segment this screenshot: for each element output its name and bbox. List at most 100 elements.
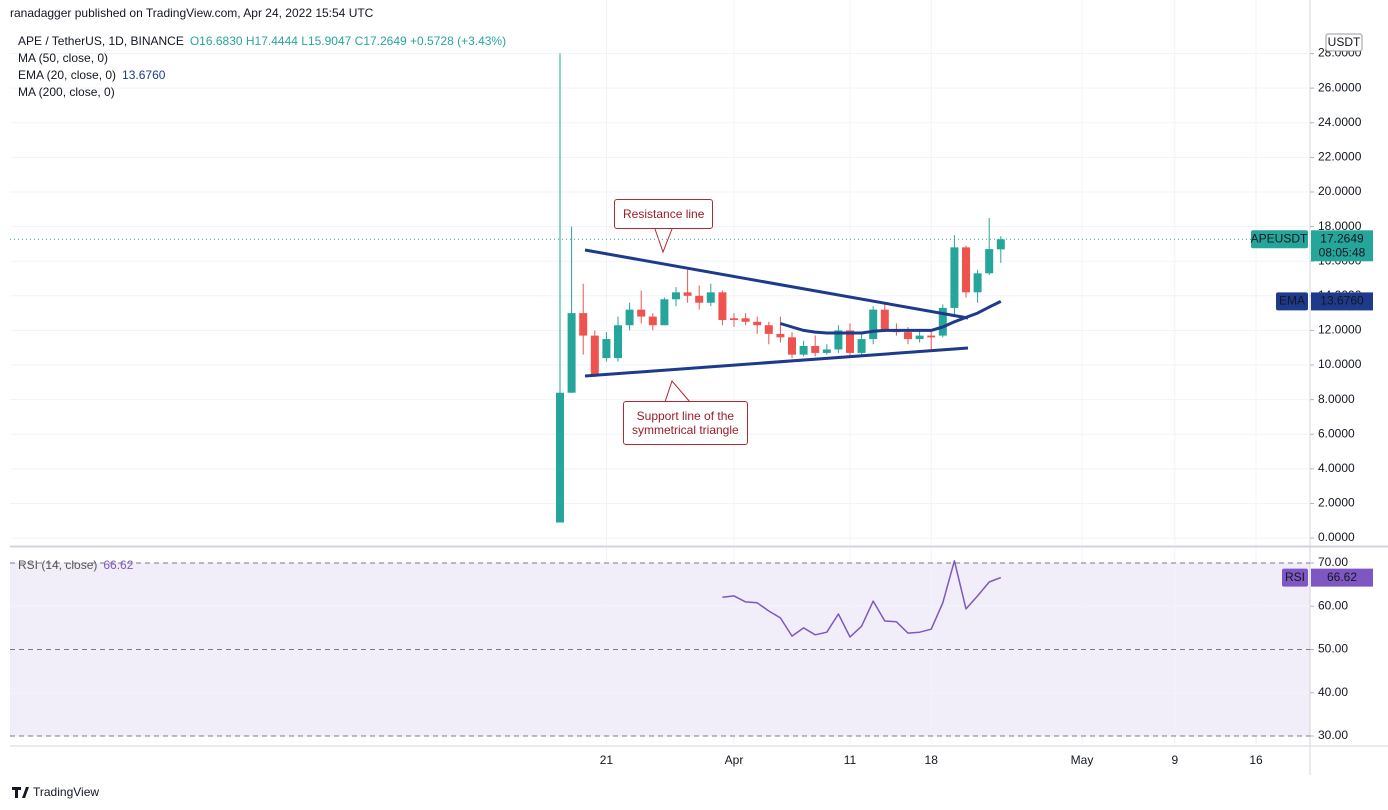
symbol-legend: APE / TetherUS, 1D, BINANCE O16.6830 H17.… bbox=[18, 34, 506, 48]
indicator-value: 13.6760 bbox=[1320, 294, 1364, 308]
candle-body bbox=[730, 318, 738, 321]
candle-body bbox=[927, 335, 936, 338]
candle-body bbox=[718, 292, 727, 321]
candle-body bbox=[950, 247, 959, 308]
candle-body bbox=[811, 345, 820, 353]
indicator-legend: MA (200, close, 0) bbox=[18, 85, 115, 99]
y-tick-label: 26.0000 bbox=[1318, 80, 1362, 94]
candle-body bbox=[625, 309, 634, 326]
candle-body bbox=[637, 309, 646, 317]
support-trendline bbox=[584, 346, 969, 378]
symbol-tag-bg bbox=[1251, 230, 1308, 249]
candle-body bbox=[962, 247, 970, 293]
quote: O16.6830 H17.4444 L15.9047 C17.2649 +0.5… bbox=[190, 34, 506, 48]
candle-body bbox=[915, 335, 924, 340]
candle-body bbox=[788, 337, 796, 355]
candle-body bbox=[846, 330, 854, 353]
rsi-value: 66.62 bbox=[103, 558, 133, 572]
y-tick-label: 8.0000 bbox=[1318, 392, 1355, 406]
y-tick-label: 20.0000 bbox=[1318, 184, 1362, 198]
symbol-tag: APEUSDT bbox=[1251, 231, 1308, 245]
candle-body bbox=[799, 345, 808, 355]
y-tick-label: 22.0000 bbox=[1318, 150, 1362, 164]
x-tick-label: 9 bbox=[1171, 753, 1178, 767]
candle-body bbox=[996, 239, 1005, 250]
candle-body bbox=[579, 313, 588, 336]
y-tick-label: 24.0000 bbox=[1318, 115, 1362, 129]
indicator-tag: EMA bbox=[1279, 294, 1305, 308]
footer-brand: TradingView bbox=[33, 785, 99, 799]
indicator-line bbox=[722, 560, 1002, 638]
x-tick-label: 16 bbox=[1249, 753, 1263, 767]
x-tick-label: Apr bbox=[725, 753, 744, 767]
indicator-legend: EMA (20, close, 0) 13.6760 bbox=[18, 68, 166, 82]
candle-body bbox=[648, 316, 657, 326]
resistance-trendline bbox=[584, 248, 969, 320]
x-tick-label: 11 bbox=[844, 753, 857, 767]
candle-body bbox=[985, 249, 994, 274]
y-tick-label: 2.0000 bbox=[1318, 496, 1355, 510]
rsi-name: RSI (14, close) bbox=[18, 558, 97, 572]
indicator-value: 13.6760 bbox=[122, 68, 166, 82]
candle-body bbox=[706, 292, 715, 303]
y-tick-label: 70.00 bbox=[1318, 555, 1348, 569]
candle-body bbox=[753, 321, 762, 326]
countdown: 08:05:48 bbox=[1319, 245, 1366, 259]
indicator-legend: MA (50, close, 0) bbox=[18, 51, 108, 65]
candle-body bbox=[683, 292, 692, 296]
candle-body bbox=[567, 313, 576, 393]
candle-body bbox=[556, 392, 564, 523]
symbol-title: APE / TetherUS, 1D, BINANCE bbox=[18, 34, 184, 48]
candle-body bbox=[695, 295, 704, 303]
y-tick-label: 4.0000 bbox=[1318, 461, 1355, 475]
indicator-value-bg bbox=[1311, 292, 1373, 311]
candle-body bbox=[614, 325, 622, 359]
currency: USDT bbox=[1328, 35, 1361, 49]
logo-icon bbox=[12, 787, 29, 798]
callout-pointer bbox=[654, 228, 673, 254]
candle-body bbox=[834, 330, 843, 350]
candle-body bbox=[764, 325, 773, 334]
y-tick-label: 0.0000 bbox=[1318, 530, 1355, 544]
y-tick-label: 30.00 bbox=[1318, 728, 1348, 742]
candle-body bbox=[602, 339, 611, 359]
currency-box[interactable] bbox=[1325, 33, 1363, 52]
candle-body bbox=[590, 335, 599, 376]
x-tick-label: 21 bbox=[600, 753, 614, 767]
candle-body bbox=[660, 299, 669, 326]
indicator-tag-bg bbox=[1276, 292, 1308, 311]
callout-pointer bbox=[664, 380, 691, 403]
y-tick-label: 12.0000 bbox=[1318, 323, 1362, 337]
rsi-value: 66.62 bbox=[1327, 570, 1357, 584]
candle-body bbox=[904, 332, 912, 340]
candle-body bbox=[880, 309, 889, 331]
plot: 21 Apr 11 18 May 9 16 0.0000 2.0000 4.0000 6.0000 8… bbox=[10, 0, 1388, 775]
rsi-value-bg bbox=[1311, 568, 1373, 587]
rsi-legend: RSI (14, close) 66.62 bbox=[18, 558, 134, 572]
rsi-tag-bg bbox=[1282, 568, 1308, 587]
candle-body bbox=[822, 349, 831, 353]
y-tick-label: 60.00 bbox=[1318, 598, 1348, 612]
price-tag-bg bbox=[1311, 230, 1373, 262]
price-tag: 17.2649 bbox=[1320, 231, 1364, 245]
candle-body bbox=[973, 273, 982, 293]
x-tick-label: May bbox=[1071, 753, 1094, 767]
candle-body bbox=[741, 318, 750, 322]
y-tick-label: 6.0000 bbox=[1318, 426, 1355, 440]
y-tick-label: 40.00 bbox=[1318, 685, 1348, 699]
published-by: ranadagger published on TradingView.com,… bbox=[10, 6, 374, 20]
candle-body bbox=[776, 333, 785, 338]
rsi-tag: RSI bbox=[1285, 570, 1305, 584]
y-tick-label: 10.0000 bbox=[1318, 357, 1362, 371]
candle-body bbox=[869, 309, 878, 340]
annotation: Support line of the symmetrical triangle bbox=[623, 401, 748, 445]
x-tick-label: 18 bbox=[925, 753, 939, 767]
indicator-name: EMA (20, close, 0) bbox=[18, 68, 116, 82]
y-tick-label: 50.00 bbox=[1318, 642, 1348, 656]
annotation: Resistance line bbox=[614, 199, 714, 229]
candle-body bbox=[672, 292, 680, 300]
y-tick-label: 18.0000 bbox=[1318, 219, 1362, 233]
candle-body bbox=[857, 339, 866, 353]
